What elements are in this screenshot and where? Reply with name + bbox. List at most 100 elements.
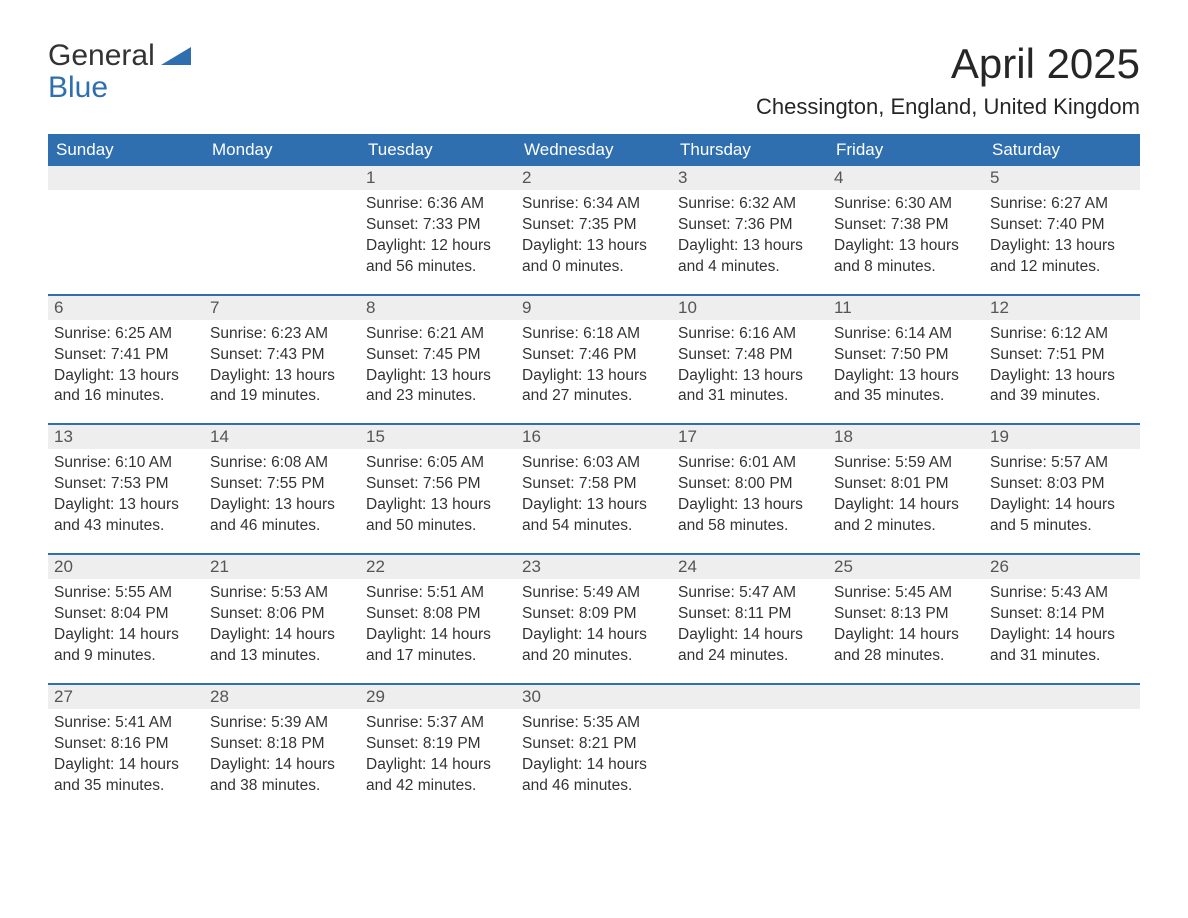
sunrise-line: Sunrise: 6:27 AM	[990, 194, 1134, 215]
calendar-body: 12345Sunrise: 6:36 AMSunset: 7:33 PMDayl…	[48, 166, 1140, 812]
daylight-line: Daylight: 13 hours and 58 minutes.	[678, 495, 822, 537]
daylight-line: Daylight: 13 hours and 27 minutes.	[522, 366, 666, 408]
sunset-line: Sunset: 8:14 PM	[990, 604, 1134, 625]
day-number-cell: 3	[672, 166, 828, 190]
day-number-cell: 5	[984, 166, 1140, 190]
sunrise-line: Sunrise: 6:36 AM	[366, 194, 510, 215]
day-header: Friday	[828, 134, 984, 166]
daylight-line: Daylight: 12 hours and 56 minutes.	[366, 236, 510, 278]
day-info-cell: Sunrise: 6:10 AMSunset: 7:53 PMDaylight:…	[48, 449, 204, 554]
logo-triangle-icon	[161, 40, 191, 72]
day-number-cell: 6	[48, 295, 204, 320]
day-info-cell: Sunrise: 6:27 AMSunset: 7:40 PMDaylight:…	[984, 190, 1140, 295]
day-number-cell: 15	[360, 424, 516, 449]
day-info-cell: Sunrise: 5:41 AMSunset: 8:16 PMDaylight:…	[48, 709, 204, 813]
sunset-line: Sunset: 8:21 PM	[522, 734, 666, 755]
sunset-line: Sunset: 8:18 PM	[210, 734, 354, 755]
day-info-cell: Sunrise: 6:18 AMSunset: 7:46 PMDaylight:…	[516, 320, 672, 425]
day-info-cell: Sunrise: 6:34 AMSunset: 7:35 PMDaylight:…	[516, 190, 672, 295]
day-number-cell: 19	[984, 424, 1140, 449]
sunrise-line: Sunrise: 5:47 AM	[678, 583, 822, 604]
day-number-cell: 7	[204, 295, 360, 320]
daylight-line: Daylight: 13 hours and 35 minutes.	[834, 366, 978, 408]
sunrise-line: Sunrise: 6:32 AM	[678, 194, 822, 215]
day-info-cell: Sunrise: 6:30 AMSunset: 7:38 PMDaylight:…	[828, 190, 984, 295]
day-header: Monday	[204, 134, 360, 166]
day-info-cell: Sunrise: 6:01 AMSunset: 8:00 PMDaylight:…	[672, 449, 828, 554]
day-info-cell: Sunrise: 5:39 AMSunset: 8:18 PMDaylight:…	[204, 709, 360, 813]
calendar-table: SundayMondayTuesdayWednesdayThursdayFrid…	[48, 134, 1140, 812]
day-number-cell: 9	[516, 295, 672, 320]
daylight-line: Daylight: 14 hours and 20 minutes.	[522, 625, 666, 667]
day-number-cell	[672, 684, 828, 709]
sunset-line: Sunset: 7:36 PM	[678, 215, 822, 236]
sunset-line: Sunset: 7:40 PM	[990, 215, 1134, 236]
daylight-line: Daylight: 14 hours and 24 minutes.	[678, 625, 822, 667]
sunrise-line: Sunrise: 6:08 AM	[210, 453, 354, 474]
sunset-line: Sunset: 8:13 PM	[834, 604, 978, 625]
day-info-cell	[204, 190, 360, 295]
day-header: Wednesday	[516, 134, 672, 166]
calendar-head: SundayMondayTuesdayWednesdayThursdayFrid…	[48, 134, 1140, 166]
location-label: Chessington, England, United Kingdom	[756, 94, 1140, 120]
sunset-line: Sunset: 7:41 PM	[54, 345, 198, 366]
daylight-line: Daylight: 13 hours and 19 minutes.	[210, 366, 354, 408]
sunset-line: Sunset: 7:46 PM	[522, 345, 666, 366]
daylight-line: Daylight: 14 hours and 46 minutes.	[522, 755, 666, 797]
sunrise-line: Sunrise: 6:03 AM	[522, 453, 666, 474]
day-info-cell: Sunrise: 5:57 AMSunset: 8:03 PMDaylight:…	[984, 449, 1140, 554]
sunset-line: Sunset: 8:06 PM	[210, 604, 354, 625]
sunrise-line: Sunrise: 6:16 AM	[678, 324, 822, 345]
sunrise-line: Sunrise: 6:18 AM	[522, 324, 666, 345]
sunset-line: Sunset: 7:53 PM	[54, 474, 198, 495]
sunset-line: Sunset: 7:33 PM	[366, 215, 510, 236]
sunrise-line: Sunrise: 5:45 AM	[834, 583, 978, 604]
day-number-cell: 29	[360, 684, 516, 709]
day-number-cell: 22	[360, 554, 516, 579]
sunrise-line: Sunrise: 6:34 AM	[522, 194, 666, 215]
day-number-cell: 13	[48, 424, 204, 449]
title-block: April 2025 Chessington, England, United …	[756, 40, 1140, 120]
day-number-cell: 1	[360, 166, 516, 190]
day-number-cell: 14	[204, 424, 360, 449]
daylight-line: Daylight: 13 hours and 31 minutes.	[678, 366, 822, 408]
logo-word1: General	[48, 40, 155, 72]
sunset-line: Sunset: 8:19 PM	[366, 734, 510, 755]
day-info-cell: Sunrise: 6:05 AMSunset: 7:56 PMDaylight:…	[360, 449, 516, 554]
daylight-line: Daylight: 14 hours and 17 minutes.	[366, 625, 510, 667]
day-header: Thursday	[672, 134, 828, 166]
daylight-line: Daylight: 14 hours and 9 minutes.	[54, 625, 198, 667]
day-number-cell: 17	[672, 424, 828, 449]
day-number-cell: 23	[516, 554, 672, 579]
day-info-cell: Sunrise: 5:35 AMSunset: 8:21 PMDaylight:…	[516, 709, 672, 813]
daylight-line: Daylight: 13 hours and 4 minutes.	[678, 236, 822, 278]
day-info-cell	[672, 709, 828, 813]
daylight-line: Daylight: 13 hours and 0 minutes.	[522, 236, 666, 278]
day-number-cell: 24	[672, 554, 828, 579]
day-info-cell	[828, 709, 984, 813]
day-info-cell: Sunrise: 6:03 AMSunset: 7:58 PMDaylight:…	[516, 449, 672, 554]
day-info-cell: Sunrise: 5:49 AMSunset: 8:09 PMDaylight:…	[516, 579, 672, 684]
sunrise-line: Sunrise: 5:57 AM	[990, 453, 1134, 474]
sunrise-line: Sunrise: 5:39 AM	[210, 713, 354, 734]
day-number-cell	[828, 684, 984, 709]
day-number-cell: 18	[828, 424, 984, 449]
daylight-line: Daylight: 14 hours and 28 minutes.	[834, 625, 978, 667]
day-info-cell: Sunrise: 6:08 AMSunset: 7:55 PMDaylight:…	[204, 449, 360, 554]
day-info-cell: Sunrise: 6:14 AMSunset: 7:50 PMDaylight:…	[828, 320, 984, 425]
daylight-line: Daylight: 14 hours and 35 minutes.	[54, 755, 198, 797]
sunrise-line: Sunrise: 6:12 AM	[990, 324, 1134, 345]
daylight-line: Daylight: 13 hours and 39 minutes.	[990, 366, 1134, 408]
sunrise-line: Sunrise: 5:37 AM	[366, 713, 510, 734]
day-number-cell	[48, 166, 204, 190]
sunset-line: Sunset: 8:16 PM	[54, 734, 198, 755]
sunset-line: Sunset: 7:58 PM	[522, 474, 666, 495]
day-number-cell	[204, 166, 360, 190]
sunset-line: Sunset: 7:51 PM	[990, 345, 1134, 366]
day-header: Sunday	[48, 134, 204, 166]
sunrise-line: Sunrise: 6:21 AM	[366, 324, 510, 345]
sunrise-line: Sunrise: 6:25 AM	[54, 324, 198, 345]
day-number-cell: 20	[48, 554, 204, 579]
sunset-line: Sunset: 7:43 PM	[210, 345, 354, 366]
day-info-cell: Sunrise: 6:25 AMSunset: 7:41 PMDaylight:…	[48, 320, 204, 425]
